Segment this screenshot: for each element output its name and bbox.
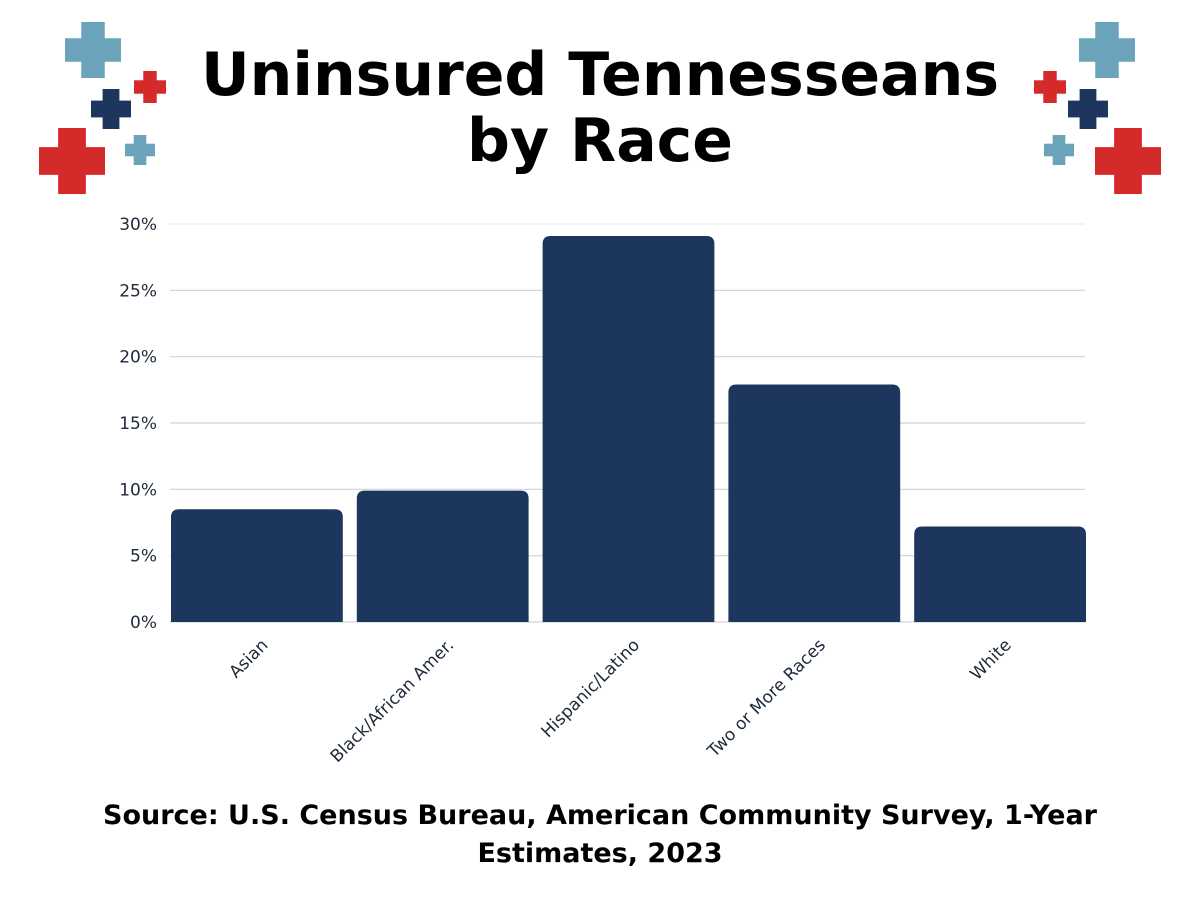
source-note: Source: U.S. Census Bureau, American Com… bbox=[103, 800, 1097, 869]
bar bbox=[728, 384, 901, 622]
medical-cross-icon bbox=[91, 89, 131, 129]
y-tick-label: 20% bbox=[119, 348, 157, 368]
bar bbox=[171, 509, 343, 622]
x-tick-label: White bbox=[967, 635, 1016, 684]
medical-cross-icon bbox=[134, 71, 166, 103]
y-tick-label: 0% bbox=[130, 613, 157, 633]
y-tick-label: 15% bbox=[119, 414, 157, 434]
x-tick-label: Hispanic/Latino bbox=[538, 635, 644, 741]
medical-cross-icon bbox=[1079, 22, 1135, 78]
bar bbox=[542, 235, 715, 622]
y-tick-label: 5% bbox=[130, 547, 157, 567]
chart-title: Uninsured Tennesseans by Race bbox=[150, 42, 1050, 174]
y-tick-label: 30% bbox=[119, 215, 157, 235]
y-tick-label: 25% bbox=[119, 281, 157, 301]
medical-cross-icon bbox=[1044, 135, 1074, 165]
title-line-2: by Race bbox=[467, 106, 733, 176]
medical-cross-icon bbox=[65, 22, 121, 78]
medical-cross-icon bbox=[1034, 71, 1066, 103]
medical-cross-icon bbox=[1095, 128, 1161, 194]
title-line-1: Uninsured Tennesseans bbox=[200, 40, 1000, 110]
x-tick-label: Two or More Races bbox=[703, 635, 830, 762]
y-tick-label: 10% bbox=[119, 480, 157, 500]
x-tick-label: Asian bbox=[225, 635, 272, 682]
medical-cross-icon bbox=[125, 135, 155, 165]
bar bbox=[356, 490, 529, 622]
medical-cross-icon bbox=[1068, 89, 1108, 129]
bar bbox=[914, 526, 1086, 622]
medical-cross-icon bbox=[39, 128, 105, 194]
x-tick-label: Black/African Amer. bbox=[327, 635, 458, 766]
